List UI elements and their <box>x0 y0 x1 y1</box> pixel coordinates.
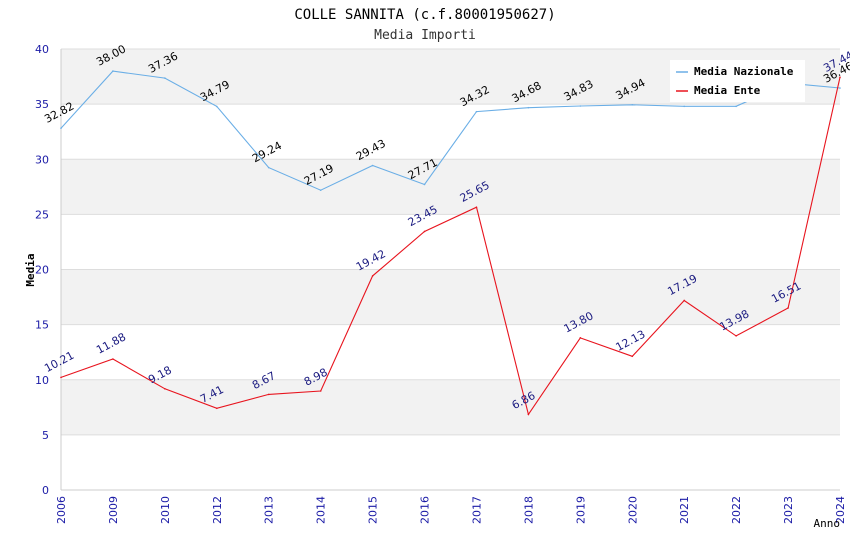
series-layer <box>60 70 841 416</box>
data-point <box>112 358 114 360</box>
data-point <box>112 70 114 72</box>
legend-label-nazionale: Media Nazionale <box>694 65 794 78</box>
x-tick-label: 2019 <box>574 496 587 524</box>
x-tick-label: 2023 <box>782 496 795 524</box>
x-tick-label: 2020 <box>626 496 639 524</box>
data-point <box>839 87 841 89</box>
x-tick-label: 2022 <box>730 496 743 524</box>
y-tick-label: 40 <box>35 43 49 56</box>
data-point <box>371 275 374 277</box>
data-point <box>267 393 270 396</box>
data-point <box>839 76 841 79</box>
data-point <box>423 183 426 186</box>
data-point <box>735 105 737 108</box>
data-point <box>787 307 789 309</box>
data-point <box>60 376 62 379</box>
data-point <box>579 337 582 339</box>
data-point <box>631 103 634 106</box>
data-point <box>371 164 374 167</box>
y-tick-label: 15 <box>35 319 49 332</box>
data-point <box>319 390 322 392</box>
series-line-nazionale <box>60 70 841 191</box>
y-tick-label: 10 <box>35 374 49 387</box>
x-tick-label: 2006 <box>55 496 68 524</box>
y-tick-label: 0 <box>42 484 49 497</box>
y-axis-title: Media <box>24 253 37 286</box>
x-tick-label: 2016 <box>419 496 432 524</box>
data-point <box>631 355 634 358</box>
data-point <box>164 77 166 79</box>
data-point <box>683 105 685 108</box>
grid-band <box>61 269 840 325</box>
data-point <box>683 299 685 302</box>
grid-band <box>61 379 840 435</box>
x-axis-ticks: 2006 2009 2010 2012 2013 2014 2015 2016 2017 2018… <box>55 496 847 524</box>
y-tick-label: 20 <box>35 264 49 277</box>
data-point <box>164 387 166 390</box>
chart-title: COLLE SANNITA (c.f.80001950627) <box>294 7 555 23</box>
data-point <box>60 127 62 129</box>
legend: Media Nazionale Media Ente <box>670 60 805 102</box>
legend-box <box>670 60 805 102</box>
data-point <box>267 166 270 169</box>
y-tick-label: 30 <box>35 153 49 166</box>
grid-band <box>61 159 840 215</box>
x-tick-label: 2013 <box>263 496 276 524</box>
grid-bands <box>60 48 840 491</box>
data-point <box>319 189 322 192</box>
data-point <box>579 105 582 107</box>
y-tick-label: 25 <box>35 208 49 221</box>
data-label: 11.88 <box>94 330 128 356</box>
x-tick-label: 2014 <box>315 496 328 524</box>
x-tick-label: 2021 <box>678 496 691 524</box>
legend-label-ente: Media Ente <box>694 84 761 97</box>
chart-subtitle: Media Importi <box>374 28 476 43</box>
x-tick-label: 2012 <box>211 496 224 524</box>
y-tick-label: 5 <box>42 429 49 442</box>
data-point <box>735 335 737 337</box>
x-tick-label: 2015 <box>367 496 380 524</box>
data-point <box>423 230 426 233</box>
data-label: 12.13 <box>614 328 648 354</box>
data-point <box>216 105 218 108</box>
data-point <box>475 206 478 209</box>
series-line-ente <box>60 77 841 416</box>
data-point <box>475 110 478 113</box>
y-tick-label: 35 <box>35 98 49 111</box>
x-tick-label: 2024 <box>834 496 847 524</box>
x-tick-label: 2017 <box>470 496 483 524</box>
y-axis-ticks: 0 5 10 15 20 25 30 35 40 <box>35 43 49 497</box>
x-tick-label: 2018 <box>522 496 535 524</box>
data-label: 10.21 <box>42 349 76 375</box>
x-axis-title: Anno <box>814 517 841 530</box>
data-point <box>527 413 530 416</box>
data-point <box>216 407 218 410</box>
x-tick-label: 2010 <box>159 496 172 524</box>
x-tick-label: 2009 <box>107 496 120 524</box>
data-point <box>527 106 530 109</box>
